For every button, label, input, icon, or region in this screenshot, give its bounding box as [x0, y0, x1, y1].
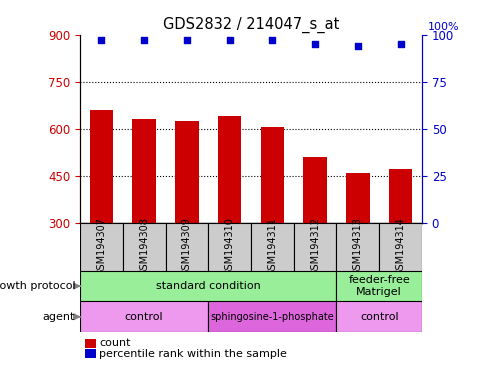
Text: control: control [359, 312, 398, 322]
Text: GSM194313: GSM194313 [352, 217, 362, 276]
Point [353, 43, 361, 49]
Text: count: count [99, 338, 131, 348]
Bar [388, 169, 411, 223]
Text: GSM194309: GSM194309 [182, 217, 192, 276]
Bar [336, 301, 421, 332]
Text: agent: agent [43, 312, 75, 322]
Bar [122, 223, 165, 271]
Text: GSM194307: GSM194307 [96, 217, 106, 276]
Bar [251, 223, 293, 271]
Text: control: control [124, 312, 163, 322]
Text: GSM194314: GSM194314 [395, 217, 405, 276]
Point [97, 37, 105, 43]
Text: GSM194310: GSM194310 [224, 217, 234, 276]
Bar [165, 223, 208, 271]
Text: GSM194308: GSM194308 [139, 217, 149, 276]
Bar [80, 223, 122, 271]
Bar [293, 223, 336, 271]
Bar [80, 271, 336, 301]
Bar [80, 301, 208, 332]
Bar [336, 223, 378, 271]
Point [225, 37, 233, 43]
Text: GSM194312: GSM194312 [309, 217, 319, 276]
Text: sphingosine-1-phosphate: sphingosine-1-phosphate [210, 312, 333, 322]
Bar [208, 301, 336, 332]
Text: feeder-free
Matrigel: feeder-free Matrigel [348, 275, 409, 297]
Point [182, 37, 190, 43]
Bar [260, 127, 284, 223]
Text: growth protocol: growth protocol [0, 281, 75, 291]
Bar [175, 121, 198, 223]
Title: GDS2832 / 214047_s_at: GDS2832 / 214047_s_at [163, 17, 338, 33]
Bar [217, 116, 241, 223]
Bar [208, 223, 251, 271]
Text: 100%: 100% [426, 22, 458, 32]
Text: percentile rank within the sample: percentile rank within the sample [99, 349, 287, 359]
Point [140, 37, 148, 43]
Text: GSM194311: GSM194311 [267, 217, 277, 276]
Bar [90, 110, 113, 223]
Bar [378, 223, 421, 271]
Point [268, 37, 276, 43]
Text: standard condition: standard condition [155, 281, 260, 291]
Bar [346, 172, 369, 223]
Bar [132, 119, 155, 223]
Bar [302, 157, 326, 223]
Point [396, 41, 404, 47]
Bar [336, 271, 421, 301]
Point [311, 41, 318, 47]
